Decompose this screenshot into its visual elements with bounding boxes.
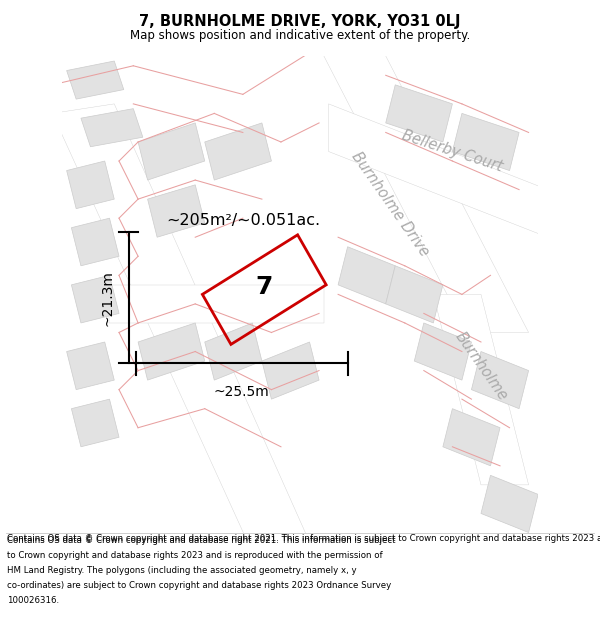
Polygon shape — [71, 399, 119, 447]
Polygon shape — [386, 266, 443, 323]
Polygon shape — [148, 185, 205, 238]
Polygon shape — [433, 294, 529, 485]
Polygon shape — [386, 85, 452, 142]
Polygon shape — [452, 113, 519, 171]
Polygon shape — [205, 123, 271, 180]
Text: Contains OS data © Crown copyright and database right 2021. This information is : Contains OS data © Crown copyright and d… — [7, 536, 396, 544]
Text: 7, BURNHOLME DRIVE, YORK, YO31 0LJ: 7, BURNHOLME DRIVE, YORK, YO31 0LJ — [139, 14, 461, 29]
Polygon shape — [319, 47, 529, 332]
Text: Bellerby Court: Bellerby Court — [400, 128, 505, 175]
Polygon shape — [329, 104, 548, 238]
Polygon shape — [67, 161, 114, 209]
Polygon shape — [443, 409, 500, 466]
Polygon shape — [338, 247, 395, 304]
Text: 100026316.: 100026316. — [7, 596, 59, 604]
Polygon shape — [138, 323, 205, 380]
Text: to Crown copyright and database rights 2023 and is reproduced with the permissio: to Crown copyright and database rights 2… — [7, 551, 383, 559]
Text: ~21.3m: ~21.3m — [100, 270, 114, 326]
Polygon shape — [71, 218, 119, 266]
Text: Burnholme Drive: Burnholme Drive — [349, 149, 432, 259]
Polygon shape — [415, 323, 472, 380]
Text: co-ordinates) are subject to Crown copyright and database rights 2023 Ordnance S: co-ordinates) are subject to Crown copyr… — [7, 581, 391, 589]
Polygon shape — [262, 342, 319, 399]
Polygon shape — [52, 104, 310, 542]
Polygon shape — [481, 476, 538, 532]
Polygon shape — [71, 276, 119, 323]
Polygon shape — [205, 323, 262, 380]
Polygon shape — [81, 109, 143, 147]
Text: ~205m²/~0.051ac.: ~205m²/~0.051ac. — [167, 213, 321, 228]
Polygon shape — [67, 342, 114, 389]
Text: ~25.5m: ~25.5m — [214, 385, 269, 399]
Polygon shape — [67, 61, 124, 99]
Polygon shape — [109, 285, 324, 323]
Text: Burnholme: Burnholme — [452, 329, 510, 403]
Text: Map shows position and indicative extent of the property.: Map shows position and indicative extent… — [130, 29, 470, 42]
Text: 7: 7 — [256, 275, 273, 299]
Text: HM Land Registry. The polygons (including the associated geometry, namely x, y: HM Land Registry. The polygons (includin… — [7, 566, 357, 574]
Polygon shape — [472, 351, 529, 409]
Polygon shape — [138, 123, 205, 180]
Text: Contains OS data © Crown copyright and database right 2021. This information is : Contains OS data © Crown copyright and d… — [7, 534, 600, 542]
